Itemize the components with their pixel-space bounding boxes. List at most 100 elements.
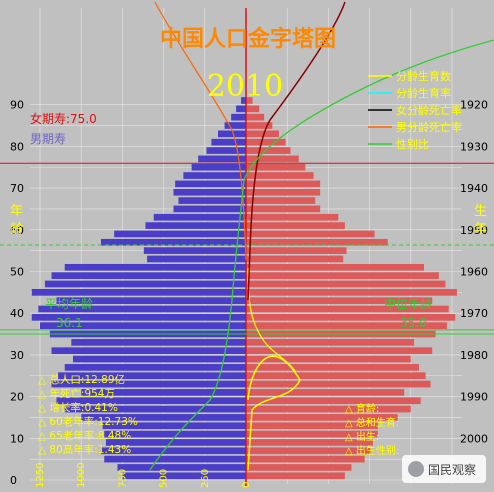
year-label: 2010 xyxy=(207,69,283,104)
female-bar xyxy=(246,339,415,346)
birth-year-tick-label: 1950 xyxy=(460,224,488,237)
female-bar xyxy=(246,372,426,380)
female-death-rate-curve xyxy=(247,1,346,301)
male-bar xyxy=(64,364,246,371)
female-bar xyxy=(246,163,306,171)
birth-year-tick-label: 1990 xyxy=(460,391,488,404)
stats-right-block: △ 育龄:△ 总和生育:△ 出生:△ 出生性别: xyxy=(345,402,399,457)
female-bar xyxy=(246,397,421,405)
age-tick-label: 70 xyxy=(10,182,24,195)
female-bar xyxy=(246,155,299,163)
wechat-icon xyxy=(408,461,424,477)
birth-year-tick-label: 1930 xyxy=(460,140,488,153)
birth-year-tick-label: 2000 xyxy=(460,432,488,445)
male-bar xyxy=(81,414,246,421)
female-bar xyxy=(246,122,273,129)
age-tick-label: 30 xyxy=(10,349,24,362)
age-side-label: 年 xyxy=(10,204,23,219)
male-bar xyxy=(147,255,246,263)
male-bar xyxy=(206,147,246,154)
birth-year-tick-label: 1970 xyxy=(460,307,488,320)
legend-label: 分龄生育率 xyxy=(396,86,451,100)
mean-age-label: 平均年龄 xyxy=(45,297,93,311)
male-bar xyxy=(114,230,246,238)
female-bar xyxy=(246,464,352,471)
male-bar xyxy=(217,130,246,138)
female-bar xyxy=(246,322,448,330)
chart-title: 中国人口金字塔图 xyxy=(160,26,336,52)
male-bar xyxy=(64,263,246,271)
stat-line: △ 总人口:12.89亿 xyxy=(38,373,125,386)
female-bar xyxy=(246,230,375,238)
female-bar xyxy=(246,272,439,279)
male-bar xyxy=(56,297,247,304)
female-bar xyxy=(246,138,286,146)
age-tick-label: 10 xyxy=(10,432,24,445)
population-tick-label: 500 xyxy=(159,469,170,488)
male-bars xyxy=(31,97,247,480)
male-bar xyxy=(143,247,246,254)
population-tick-label: 750 xyxy=(117,469,128,488)
stats-block: △ 总人口:12.89亿△ 年死亡:954万△ 增长率:0.41%△ 60老年率… xyxy=(38,373,138,456)
legend-label: 女分龄死亡率 xyxy=(396,103,462,117)
female-bar xyxy=(246,380,431,388)
male-bar xyxy=(31,314,247,321)
legend-label: 性别比 xyxy=(396,137,429,151)
female-bar xyxy=(246,222,345,229)
age-tick-label: 90 xyxy=(10,99,24,112)
birth-year-tick-label: 1980 xyxy=(460,349,488,362)
age-side-label: 龄 xyxy=(10,222,23,237)
male-bar xyxy=(178,197,246,204)
legend-label: 分龄生育数 xyxy=(396,69,451,83)
female-bar xyxy=(246,147,291,154)
age-axis: 0 10 20 30 40 50 60 70 80 90 xyxy=(10,99,24,487)
male-bar xyxy=(224,122,246,129)
median-age-label: 中位年龄 xyxy=(384,296,432,311)
female-bar xyxy=(246,172,314,179)
female-bar xyxy=(246,280,446,288)
female-bar xyxy=(246,247,347,254)
male-bar xyxy=(104,430,246,438)
female-bar xyxy=(246,97,253,104)
female-bar xyxy=(246,364,420,371)
male-bar xyxy=(44,280,246,288)
female-bar xyxy=(246,355,411,363)
age-tick-label: 50 xyxy=(10,266,24,279)
male-bar xyxy=(31,288,247,296)
population-tick-label: 250 xyxy=(200,469,211,488)
legend-label: 男分龄死亡率 xyxy=(396,120,462,134)
male-bar xyxy=(56,397,247,405)
female-bar xyxy=(246,113,265,121)
male-life-expectancy-label: 男期寿 xyxy=(30,132,66,146)
female-bar xyxy=(246,213,339,221)
birth-year-side-label: 年 xyxy=(474,222,487,237)
mean-age-value: 36.1 xyxy=(56,316,83,330)
birth-year-tick-label: 1920 xyxy=(460,99,488,112)
female-bar xyxy=(246,305,449,313)
female-bar xyxy=(246,297,433,304)
population-tick-label: 1250 xyxy=(35,463,46,488)
stat-line: △ 年死亡:954万 xyxy=(38,387,115,400)
male-death-rate-curve xyxy=(154,1,247,261)
male-bar xyxy=(51,347,247,355)
male-bar xyxy=(236,105,246,113)
male-bar xyxy=(183,172,246,179)
population-axis: 1250 1000 750 500 250 0 xyxy=(35,463,252,488)
age-tick-label: 60 xyxy=(10,224,24,237)
male-bar xyxy=(241,97,246,104)
male-bar xyxy=(153,213,246,221)
male-bar xyxy=(198,155,246,163)
stat-line: △ 60老年率:12.73% xyxy=(38,415,138,428)
male-bar xyxy=(72,355,247,363)
birth-year-side-label: 生 xyxy=(474,204,487,219)
stat-right-line: △ 育龄: xyxy=(345,402,379,415)
population-tick-label: 1000 xyxy=(76,463,87,488)
female-bar xyxy=(246,238,388,246)
population-tick-label: 0 xyxy=(241,482,252,488)
male-bar xyxy=(105,439,246,446)
sex-ratio-curve xyxy=(149,39,494,471)
male-bar xyxy=(145,222,246,229)
male-bar xyxy=(173,205,246,213)
